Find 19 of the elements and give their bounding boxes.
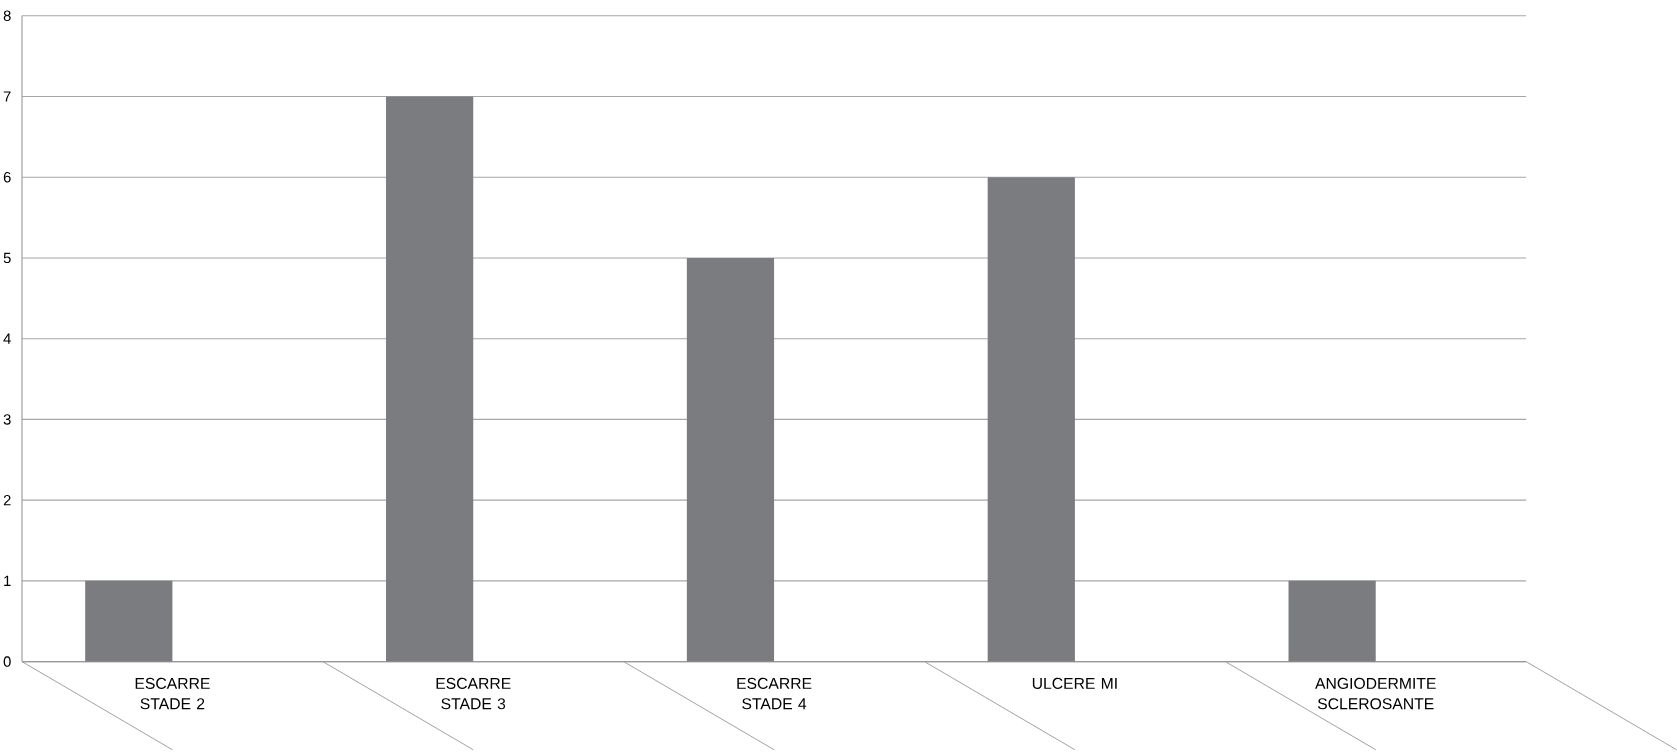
- y-tick-label: 1: [4, 575, 11, 586]
- x-tick-label: ESCARRE STADE 4: [737, 677, 812, 710]
- y-tick-label: 5: [3, 252, 11, 263]
- x-tick-label: ULCERE MI: [1032, 677, 1117, 689]
- y-tick-label: 6: [3, 171, 11, 183]
- bar: [987, 177, 1075, 662]
- y-tick-label: 3: [3, 414, 11, 425]
- y-tick-label: 8: [3, 10, 11, 21]
- bar: [85, 580, 173, 662]
- bar: [386, 96, 474, 662]
- y-tick-label: 4: [3, 333, 11, 344]
- bar: [1288, 580, 1376, 662]
- y-tick-label: 0: [3, 656, 11, 667]
- x-tick-label: ESCARRE STADE 3: [436, 677, 511, 710]
- x-tick-label: ESCARRE STADE 2: [135, 677, 210, 710]
- x-tick-label: ANGIODERMITE SCLEROSANTE: [1315, 677, 1436, 710]
- y-tick-label: 2: [3, 494, 11, 506]
- bar: [686, 257, 775, 662]
- y-tick-label: 7: [3, 91, 11, 102]
